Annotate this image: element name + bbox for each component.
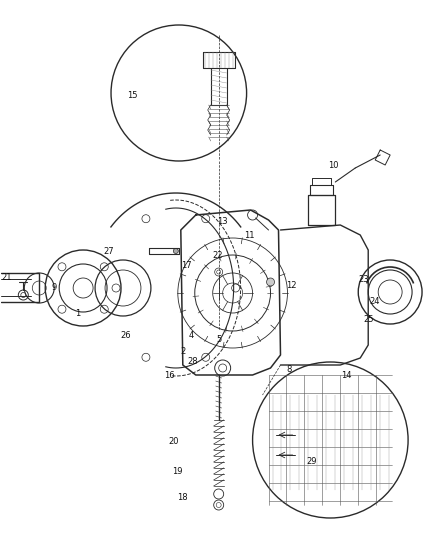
Text: 9: 9 bbox=[52, 282, 57, 292]
Text: 18: 18 bbox=[177, 494, 188, 503]
Text: 25: 25 bbox=[363, 316, 374, 325]
Text: 20: 20 bbox=[169, 438, 179, 447]
Text: 21: 21 bbox=[1, 272, 12, 281]
Circle shape bbox=[173, 248, 178, 254]
Text: 28: 28 bbox=[187, 358, 198, 367]
Text: 4: 4 bbox=[188, 330, 194, 340]
Text: 24: 24 bbox=[369, 297, 379, 306]
Text: 8: 8 bbox=[287, 366, 292, 375]
Text: 11: 11 bbox=[244, 230, 255, 239]
Text: 22: 22 bbox=[212, 251, 223, 260]
Text: 12: 12 bbox=[286, 280, 297, 289]
Text: 5: 5 bbox=[216, 335, 221, 344]
Text: 2: 2 bbox=[180, 348, 185, 357]
Text: 27: 27 bbox=[104, 247, 114, 256]
Text: 1: 1 bbox=[75, 310, 81, 319]
Text: 16: 16 bbox=[165, 370, 175, 379]
Text: 17: 17 bbox=[181, 261, 192, 270]
Text: 13: 13 bbox=[217, 217, 228, 227]
Text: 26: 26 bbox=[121, 330, 131, 340]
Circle shape bbox=[267, 278, 275, 286]
Text: 10: 10 bbox=[328, 160, 339, 169]
Text: 19: 19 bbox=[173, 467, 183, 477]
Text: 23: 23 bbox=[358, 276, 368, 285]
Text: 29: 29 bbox=[306, 457, 317, 466]
Text: 15: 15 bbox=[127, 91, 137, 100]
Text: 14: 14 bbox=[341, 370, 352, 379]
